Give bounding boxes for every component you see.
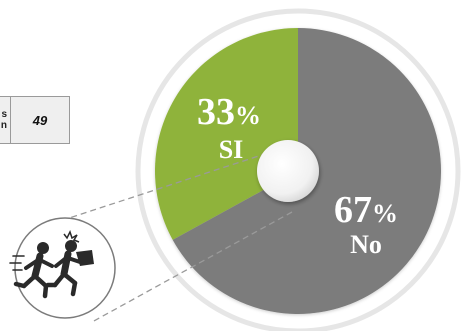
running-thief-icon <box>9 217 116 319</box>
name-label-no: No <box>350 230 382 259</box>
center-hub <box>257 140 319 202</box>
count-label-line2: n <box>0 120 7 131</box>
pct-label-si: 33% <box>197 91 261 133</box>
name-label-si: SI <box>219 135 244 164</box>
count-table: s n 49 <box>0 96 70 144</box>
connector-line-top <box>47 146 287 226</box>
pct-value-si: 33 <box>197 91 235 133</box>
pct-symbol-no: % <box>372 199 398 228</box>
count-label: s n <box>0 97 11 143</box>
pct-value-no: 67 <box>334 189 372 231</box>
pct-label-no: 67% <box>334 189 398 231</box>
connector-line-bottom <box>91 211 293 323</box>
count-value: 49 <box>32 112 48 128</box>
count-label-line1: s <box>1 109 7 120</box>
pct-symbol-si: % <box>235 101 261 130</box>
outer-ring <box>135 8 461 331</box>
